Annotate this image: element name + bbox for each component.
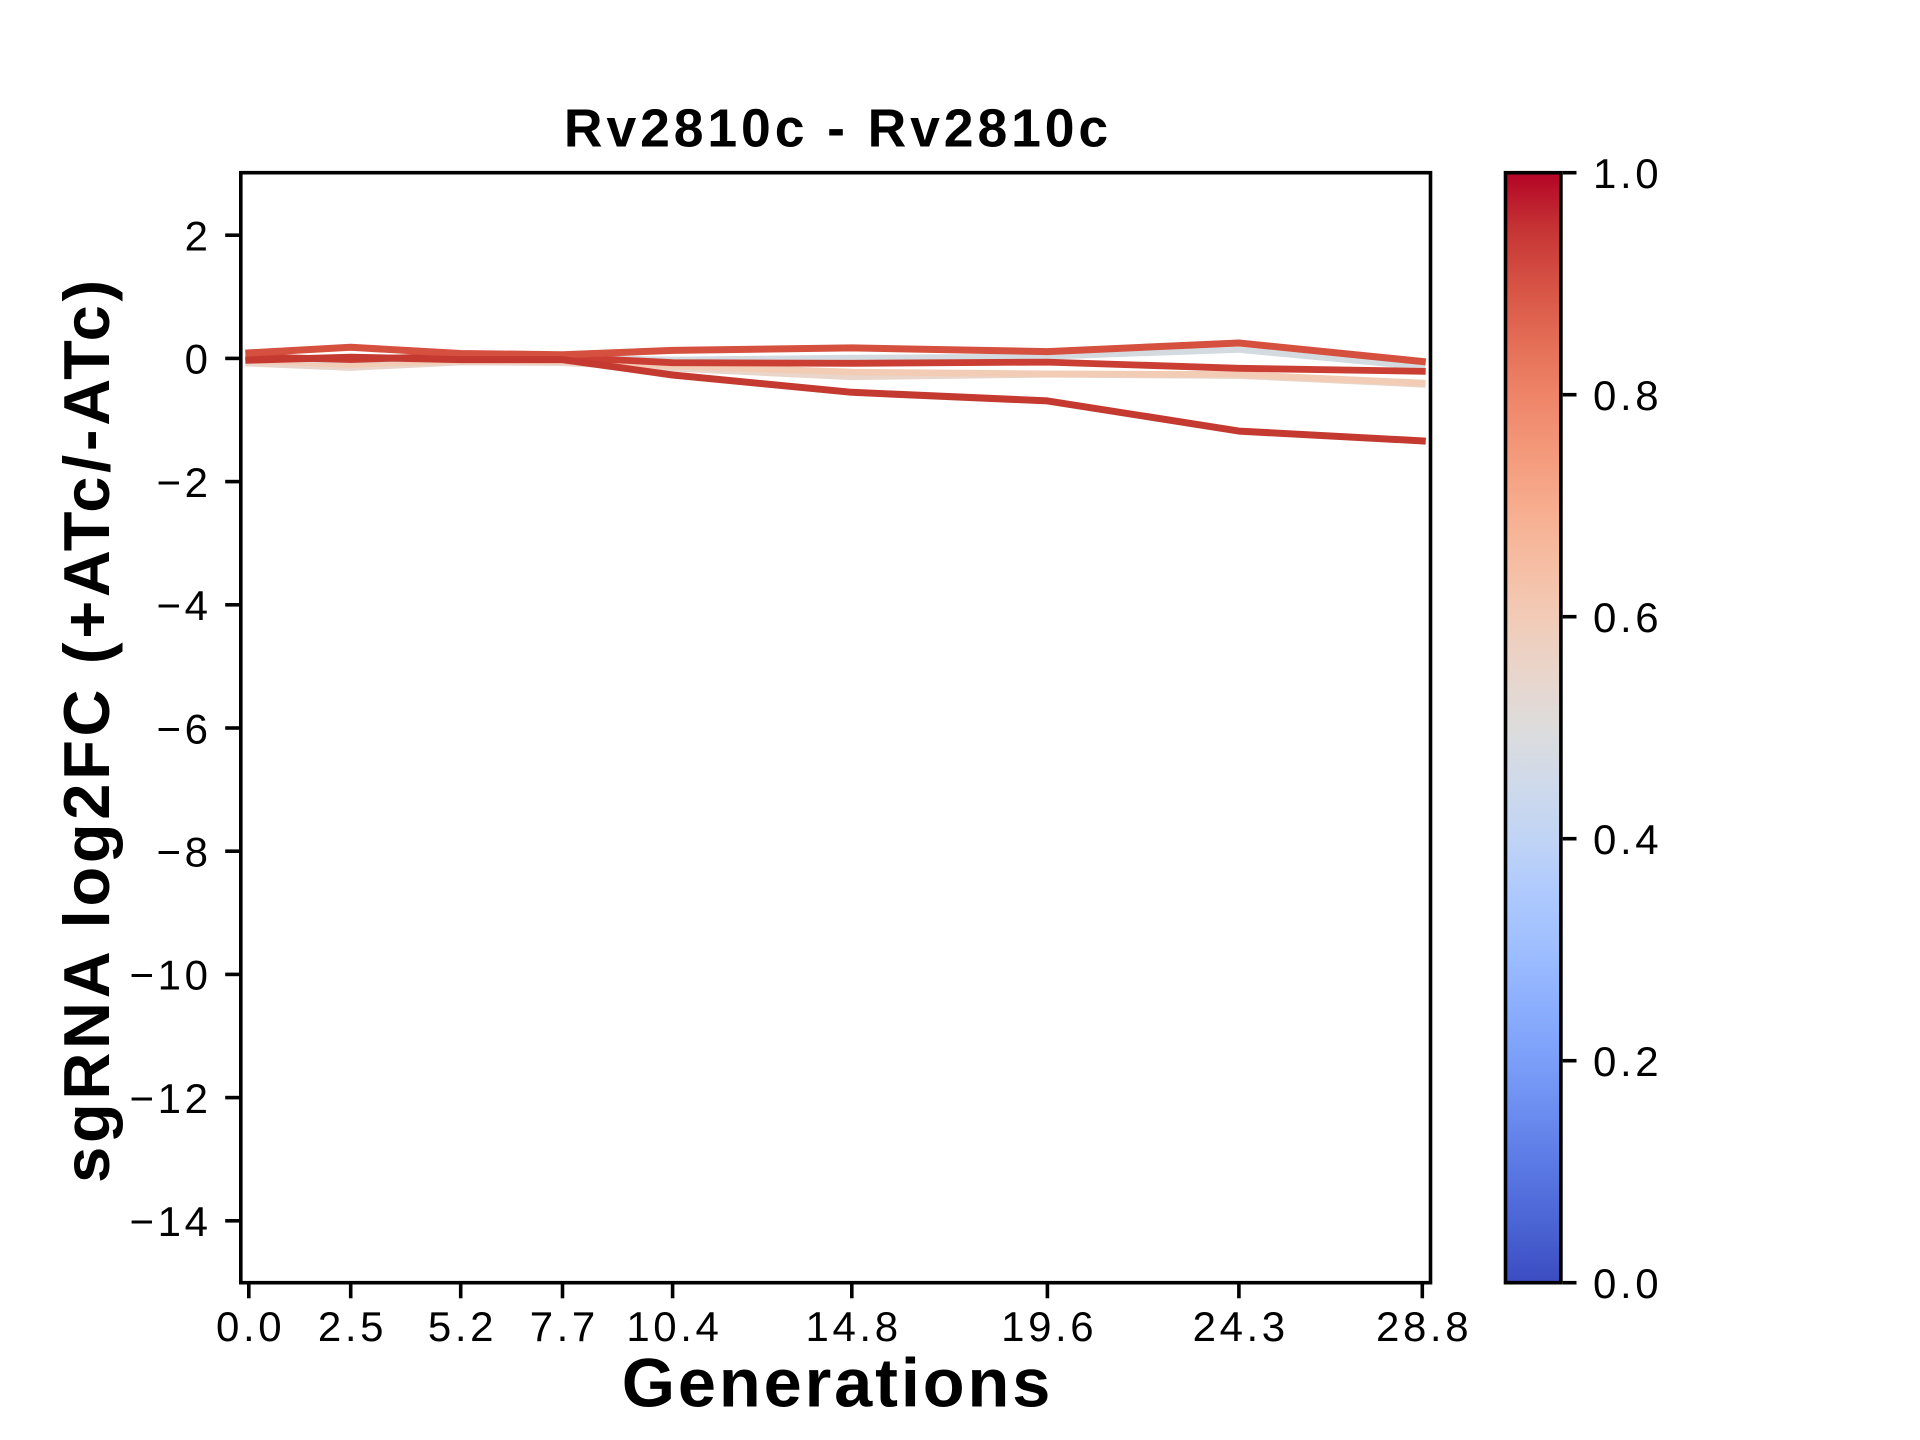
svg-text:24.3: 24.3 — [1193, 1303, 1289, 1350]
svg-text:2: 2 — [185, 213, 212, 260]
svg-text:0.2: 0.2 — [1593, 1038, 1662, 1085]
svg-text:0.0: 0.0 — [1593, 1260, 1662, 1307]
svg-text:−6: −6 — [157, 705, 212, 752]
svg-text:5.2: 5.2 — [428, 1303, 497, 1350]
svg-text:−4: −4 — [157, 582, 212, 629]
svg-text:−8: −8 — [157, 829, 212, 876]
svg-text:−14: −14 — [130, 1198, 212, 1245]
svg-text:19.6: 19.6 — [1001, 1303, 1097, 1350]
svg-text:Generations: Generations — [622, 1344, 1054, 1421]
svg-text:0.4: 0.4 — [1593, 816, 1662, 863]
svg-text:−2: −2 — [157, 459, 212, 506]
svg-text:0: 0 — [185, 336, 212, 383]
svg-text:14.8: 14.8 — [806, 1303, 902, 1350]
svg-text:Rv2810c - Rv2810c: Rv2810c - Rv2810c — [564, 100, 1112, 159]
svg-text:7.7: 7.7 — [530, 1303, 599, 1350]
svg-text:1.0: 1.0 — [1593, 150, 1662, 197]
svg-text:10.4: 10.4 — [626, 1303, 722, 1350]
svg-text:−12: −12 — [130, 1075, 212, 1122]
svg-text:−10: −10 — [130, 952, 212, 999]
svg-text:sgRNA log2FC (+ATc/-ATc): sgRNA log2FC (+ATc/-ATc) — [50, 276, 123, 1183]
svg-text:0.0: 0.0 — [216, 1303, 285, 1350]
svg-text:0.8: 0.8 — [1593, 372, 1662, 419]
svg-text:28.8: 28.8 — [1376, 1303, 1472, 1350]
svg-text:0.6: 0.6 — [1593, 594, 1662, 641]
svg-text:2.5: 2.5 — [318, 1303, 387, 1350]
